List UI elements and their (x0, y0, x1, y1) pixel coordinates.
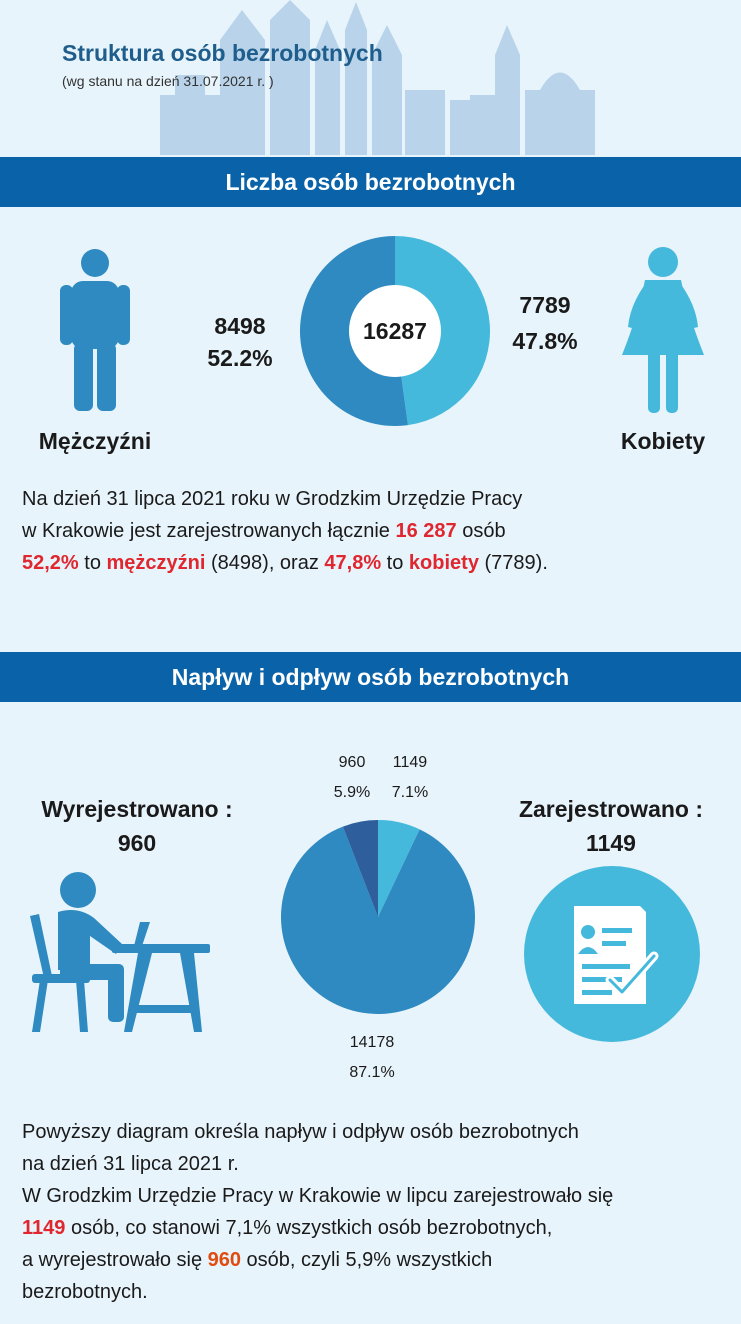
registration-document-icon (524, 866, 700, 1042)
men-word-highlight: mężczyźni (106, 552, 206, 574)
woman-icon (622, 247, 704, 413)
women-label: Kobiety (620, 428, 706, 454)
paragraph-line: Na dzień 31 lipca 2021 roku w Grodzkim U… (22, 488, 523, 510)
inflow-outflow-pie-chart (281, 820, 475, 1014)
women-percent-highlight: 47,8% (324, 552, 382, 574)
paragraph-line: a wyrejestrowało się 960 osób, czyli 5,9… (22, 1249, 493, 1271)
paragraph-line: 52,2% to mężczyźni (8498), oraz 47,8% to… (22, 552, 548, 574)
registered-label: Zarejestrowano : (518, 796, 704, 822)
deregistered-data-label: 960 5.9% (322, 748, 382, 808)
donut-center-label: 16287 (363, 318, 427, 344)
remaining-data-label: 14178 87.1% (332, 1028, 412, 1088)
deregistered-slice-percent: 5.9% (333, 784, 371, 801)
deregistered-value: 960 (117, 830, 157, 856)
registered-value: 1149 (586, 830, 636, 856)
city-skyline-illustration (160, 0, 595, 155)
flow-summary-paragraph: Powyższy diagram określa napływ i odpływ… (22, 1116, 717, 1308)
donut-hole (349, 285, 441, 377)
pie-slice-2 (342, 820, 378, 917)
man-icon (60, 249, 130, 411)
remaining-slice-percent: 87.1% (349, 1064, 395, 1081)
women-word-highlight: kobiety (408, 552, 479, 574)
page-title: Struktura osób bezrobotnych (62, 40, 383, 66)
pie-slice-1 (281, 826, 475, 1014)
person-at-desk-icon (30, 872, 210, 1032)
total-count-highlight: 16 287 (395, 520, 457, 542)
paragraph-line: na dzień 31 lipca 2021 r. (22, 1153, 239, 1175)
men-percent-label: 52.2% (207, 345, 273, 371)
women-data-label: 7789 47.8% (495, 287, 595, 359)
deregistered-count-highlight: 960 (207, 1249, 241, 1271)
paragraph-line: w Krakowie jest zarejestrowanych łącznie… (22, 520, 506, 542)
paragraph-line: 1149 osób, co stanowi 7,1% wszystkich os… (22, 1217, 553, 1239)
registered-slice-value: 1149 (392, 754, 428, 771)
deregistered-label: Wyrejestrowano : (41, 796, 233, 822)
paragraph-line: W Grodzkim Urzędzie Pracy w Krakowie w l… (22, 1185, 614, 1207)
remaining-slice-value: 14178 (349, 1034, 395, 1051)
gender-donut-chart: 16287 (300, 236, 490, 426)
donut-slice-0 (395, 236, 490, 426)
section-banner-unemployed-count: Liczba osób bezrobotnych (0, 157, 741, 207)
paragraph-line: bezrobotnych. (22, 1281, 148, 1303)
men-label: Mężczyźni (38, 428, 152, 454)
deregistered-slice-value: 960 (338, 754, 366, 771)
registered-count-highlight: 1149 (22, 1217, 66, 1239)
pie-slice-0 (378, 820, 420, 917)
paragraph-line: Powyższy diagram określa napływ i odpływ… (22, 1121, 579, 1143)
men-data-label: 8498 52.2% (190, 310, 290, 374)
gender-summary-paragraph: Na dzień 31 lipca 2021 roku w Grodzkim U… (22, 483, 722, 579)
registered-data-label: 1149 7.1% (380, 748, 440, 808)
women-value-label: 7789 (519, 292, 571, 318)
registered-slice-percent: 7.1% (391, 784, 429, 801)
women-percent-label: 47.8% (512, 328, 578, 354)
men-value-label: 8498 (214, 313, 266, 339)
page-subtitle: (wg stanu na dzień 31.07.2021 r. ) (62, 73, 274, 89)
men-percent-highlight: 52,2% (22, 552, 79, 574)
section-banner-inflow-outflow: Napływ i odpływ osób bezrobotnych (0, 652, 741, 702)
